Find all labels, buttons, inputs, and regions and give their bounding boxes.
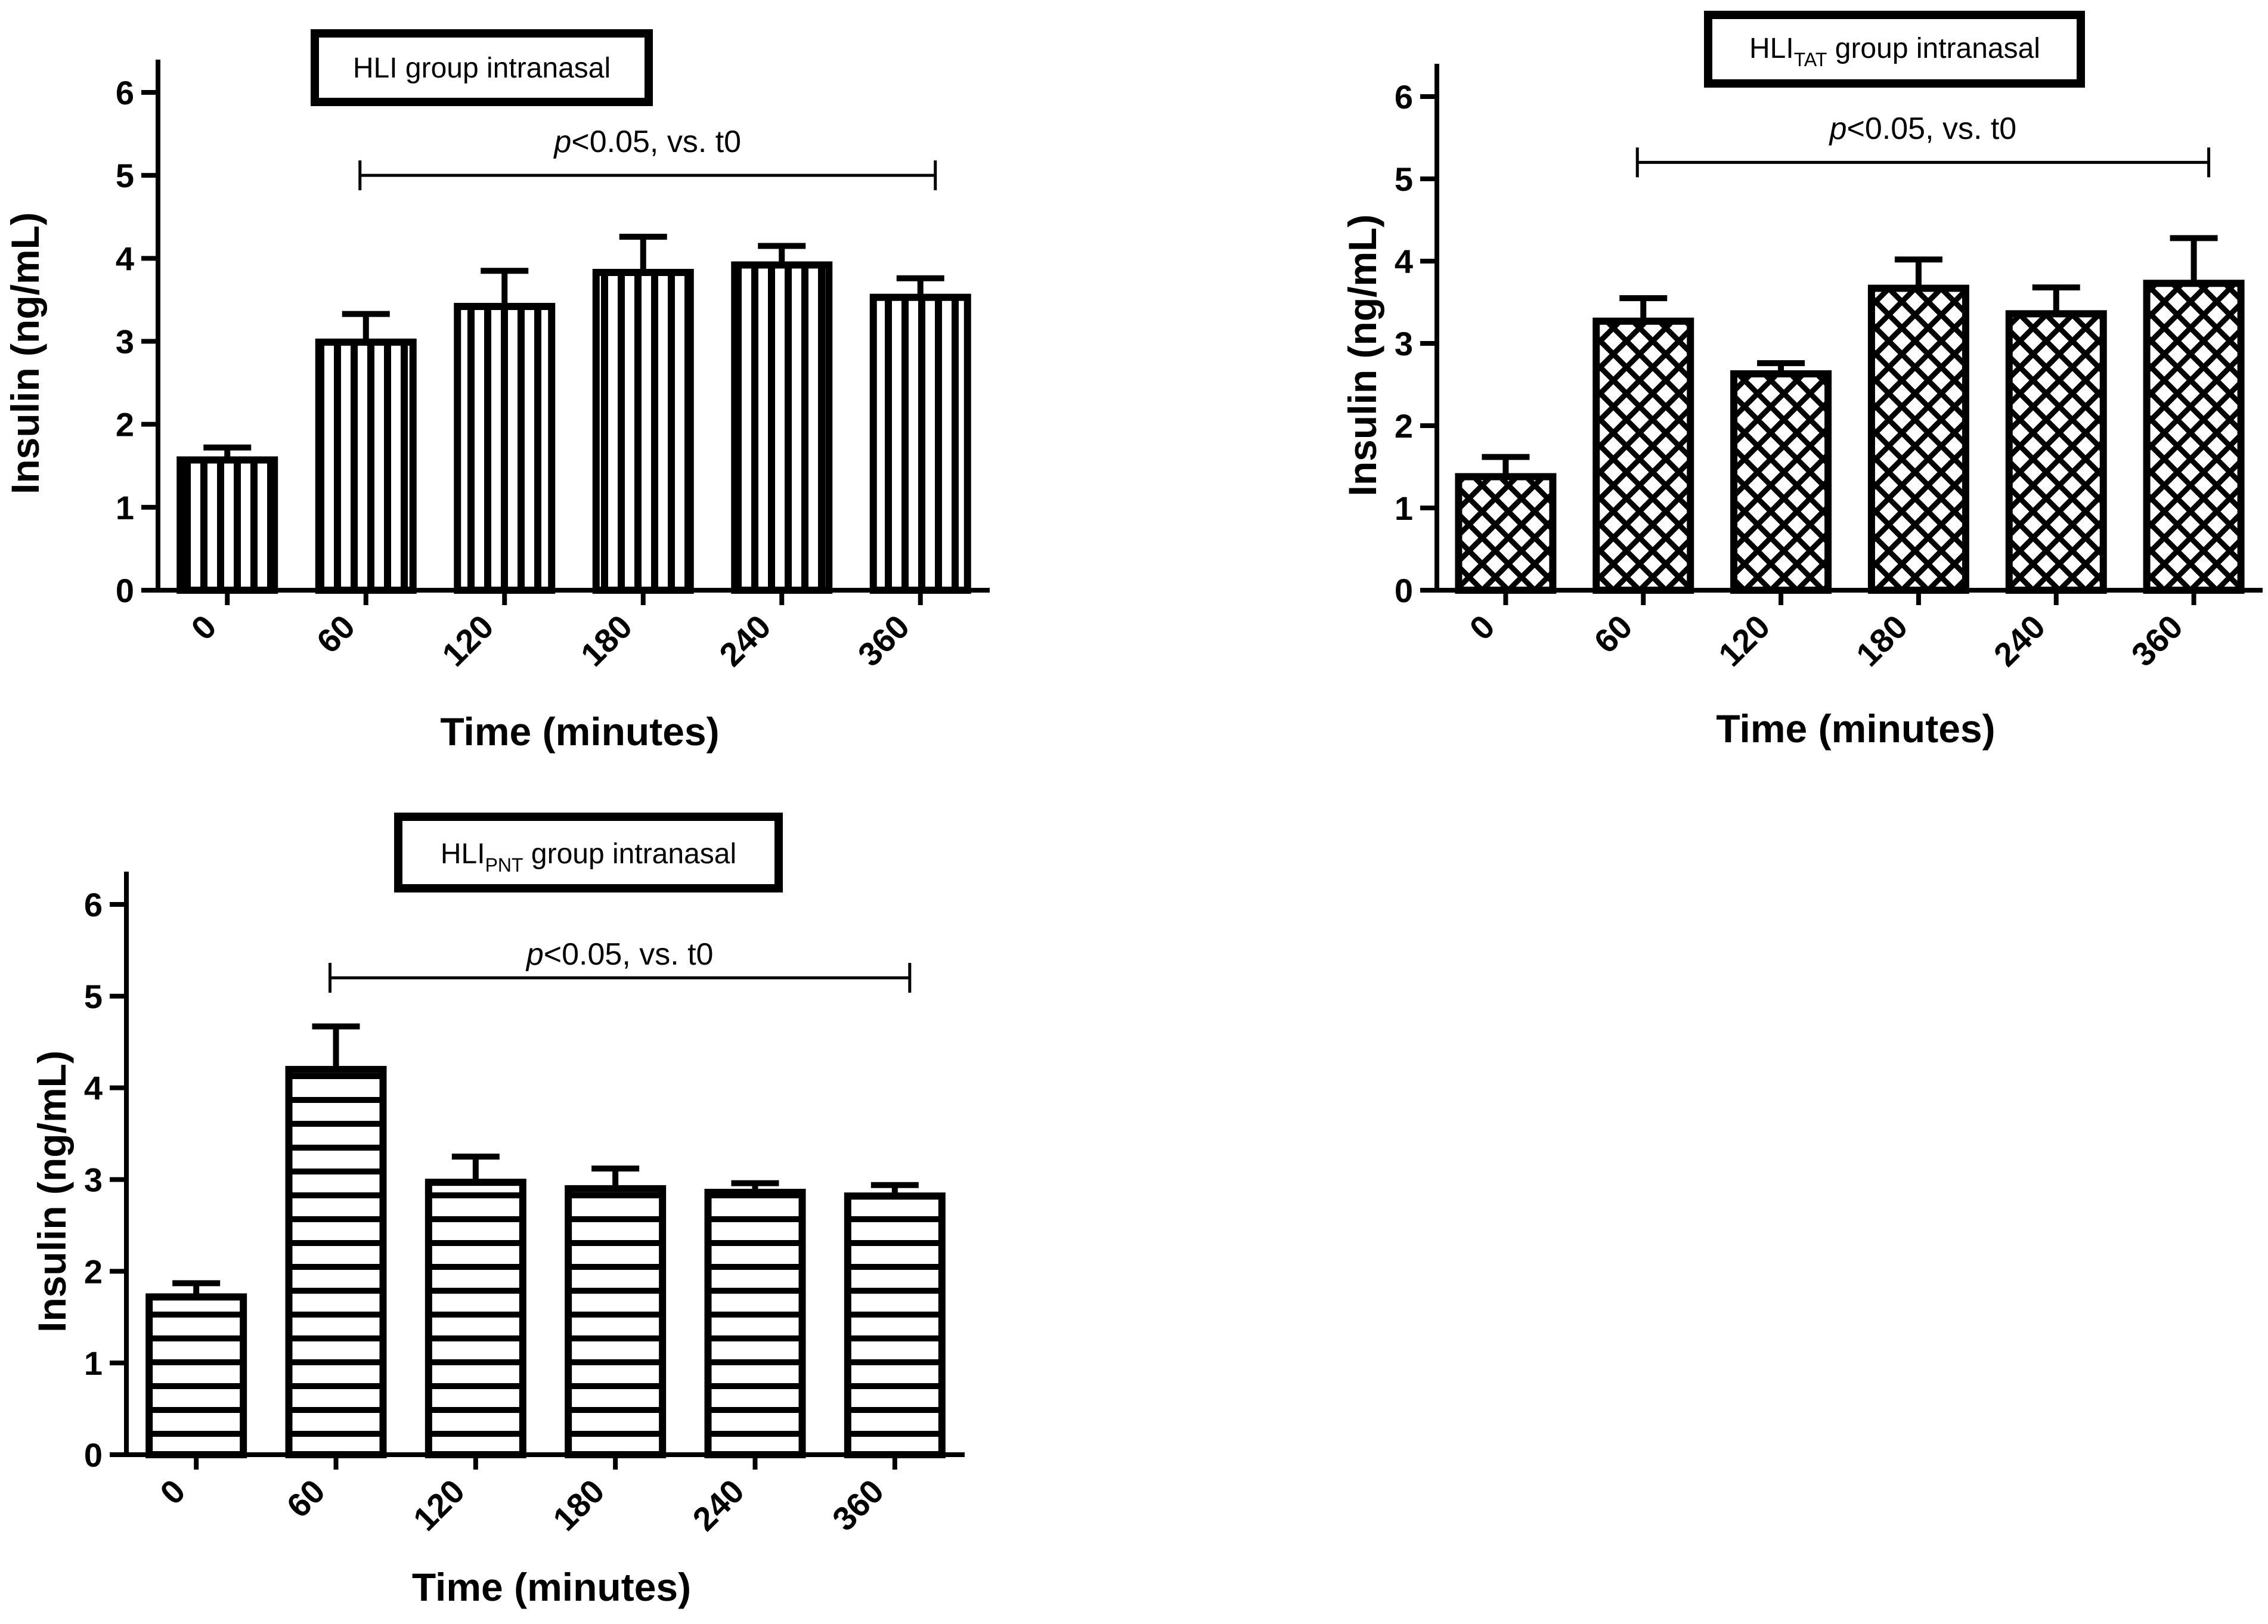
- bar-180: [592, 268, 694, 594]
- x-tick-label: 180: [574, 608, 640, 674]
- significance-label: p<0.05, vs. t0: [1829, 111, 2017, 146]
- x-axis-label: Time (minutes): [1716, 706, 1995, 751]
- significance-label: p<0.05, vs. t0: [525, 937, 714, 972]
- y-tick-label: 6: [1395, 78, 1413, 116]
- bar-120: [454, 303, 556, 594]
- x-tick-label: 120: [1711, 608, 1777, 674]
- bar-0: [1455, 473, 1557, 594]
- x-tick-label: 180: [546, 1472, 612, 1538]
- bar-240: [2005, 310, 2107, 594]
- x-tick-label: 240: [685, 1472, 751, 1538]
- bar-120: [425, 1179, 526, 1458]
- x-tick-label: 0: [184, 608, 224, 647]
- bar-120: [1730, 370, 1832, 594]
- x-tick-label: 180: [1849, 608, 1915, 674]
- x-axis-label: Time (minutes): [440, 709, 719, 754]
- x-tick-label: 120: [435, 608, 501, 674]
- y-tick-label: 5: [116, 157, 134, 194]
- bar-360: [844, 1192, 946, 1458]
- bar-60: [315, 338, 417, 594]
- x-tick-label: 240: [712, 608, 778, 674]
- bar-360: [2143, 280, 2245, 594]
- significance-label: p<0.05, vs. t0: [553, 125, 741, 159]
- x-tick-label: 360: [2124, 608, 2190, 674]
- chart-title-box: [1704, 11, 2085, 88]
- bar-360: [869, 293, 971, 594]
- x-tick-label: 0: [153, 1472, 193, 1512]
- x-tick-label: 360: [851, 608, 917, 674]
- bar-60: [1592, 317, 1694, 594]
- x-axis-label: Time (minutes): [412, 1565, 691, 1609]
- y-tick-label: 4: [116, 240, 134, 277]
- y-tick-label: 2: [116, 406, 134, 444]
- y-axis-label: Insulin (ng/mL): [30, 1050, 74, 1332]
- y-tick-label: 0: [116, 572, 134, 609]
- chart-title: HLITAT group intranasal: [1749, 33, 2040, 70]
- x-tick-label: 360: [825, 1472, 891, 1538]
- chart-title: HLIPNT group intranasal: [441, 838, 736, 876]
- x-tick-label: 60: [309, 608, 362, 661]
- y-tick-label: 5: [1395, 160, 1413, 198]
- y-tick-label: 0: [1395, 572, 1413, 609]
- y-tick-label: 5: [84, 978, 103, 1015]
- y-tick-label: 4: [84, 1070, 103, 1107]
- bar-0: [145, 1293, 247, 1459]
- bar-60: [285, 1065, 387, 1458]
- y-tick-label: 6: [84, 886, 103, 923]
- y-tick-label: 2: [1395, 407, 1413, 445]
- x-tick-label: 240: [1987, 608, 2053, 674]
- y-tick-label: 0: [84, 1436, 103, 1474]
- bar-180: [565, 1185, 667, 1458]
- y-axis-label: Insulin (ng/mL): [1340, 215, 1384, 497]
- chart-title: HLI group intranasal: [353, 52, 611, 84]
- y-tick-label: 1: [116, 489, 134, 526]
- y-tick-label: 6: [116, 74, 134, 111]
- x-tick-label: 60: [279, 1472, 332, 1525]
- chart-title-box: [394, 813, 783, 892]
- x-tick-label: 0: [1462, 608, 1502, 647]
- bar-240: [704, 1189, 806, 1458]
- y-tick-label: 1: [1395, 489, 1413, 527]
- y-tick-label: 2: [84, 1253, 103, 1290]
- y-tick-label: 4: [1395, 243, 1413, 280]
- y-tick-label: 3: [84, 1161, 103, 1199]
- y-axis-label: Insulin (ng/mL): [3, 212, 47, 494]
- bar-240: [731, 261, 833, 594]
- chart-title-box: [311, 29, 653, 106]
- x-tick-label: 60: [1587, 608, 1640, 661]
- bar-180: [1867, 284, 1969, 594]
- y-tick-label: 1: [84, 1344, 103, 1382]
- bar-0: [176, 456, 278, 594]
- y-tick-label: 3: [1395, 325, 1413, 362]
- x-tick-label: 120: [406, 1472, 472, 1538]
- y-tick-label: 3: [116, 323, 134, 361]
